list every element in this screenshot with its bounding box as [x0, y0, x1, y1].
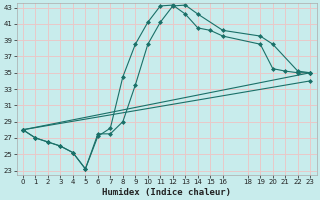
X-axis label: Humidex (Indice chaleur): Humidex (Indice chaleur) — [102, 188, 231, 197]
